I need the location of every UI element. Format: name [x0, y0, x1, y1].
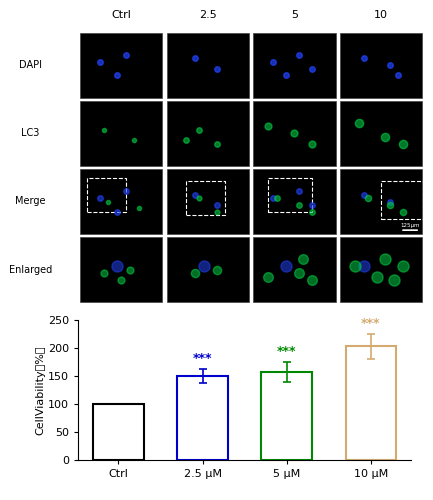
Y-axis label: CellViability（%）: CellViability（%）: [35, 345, 45, 434]
Text: DAPI: DAPI: [19, 60, 42, 70]
Bar: [253, 237, 336, 302]
Bar: [253, 169, 336, 234]
Bar: [167, 169, 249, 234]
Bar: [167, 32, 249, 98]
Text: 5: 5: [291, 10, 298, 20]
Bar: [346, 346, 396, 460]
Bar: [253, 101, 336, 166]
Bar: [340, 169, 422, 234]
Bar: [340, 32, 422, 98]
Text: LC3: LC3: [21, 128, 39, 138]
Bar: [93, 404, 144, 460]
Text: Enlarged: Enlarged: [9, 264, 52, 274]
Text: Ctrl: Ctrl: [111, 10, 131, 20]
Text: 10: 10: [374, 10, 388, 20]
Bar: [268, 178, 312, 212]
Bar: [262, 372, 312, 460]
Bar: [80, 169, 162, 234]
Bar: [167, 237, 249, 302]
Text: Merge: Merge: [15, 196, 45, 206]
Text: 125μm: 125μm: [400, 222, 420, 228]
Bar: [177, 376, 228, 460]
Bar: [253, 32, 336, 98]
Bar: [340, 101, 422, 166]
Text: ***: ***: [193, 352, 212, 365]
Bar: [340, 237, 422, 302]
Bar: [186, 181, 225, 215]
Bar: [80, 101, 162, 166]
Bar: [87, 178, 126, 212]
Bar: [80, 237, 162, 302]
Text: ***: ***: [277, 344, 297, 358]
Bar: [80, 32, 162, 98]
Text: 2.5: 2.5: [199, 10, 216, 20]
Bar: [381, 181, 423, 218]
Bar: [167, 101, 249, 166]
Text: ***: ***: [361, 316, 381, 330]
